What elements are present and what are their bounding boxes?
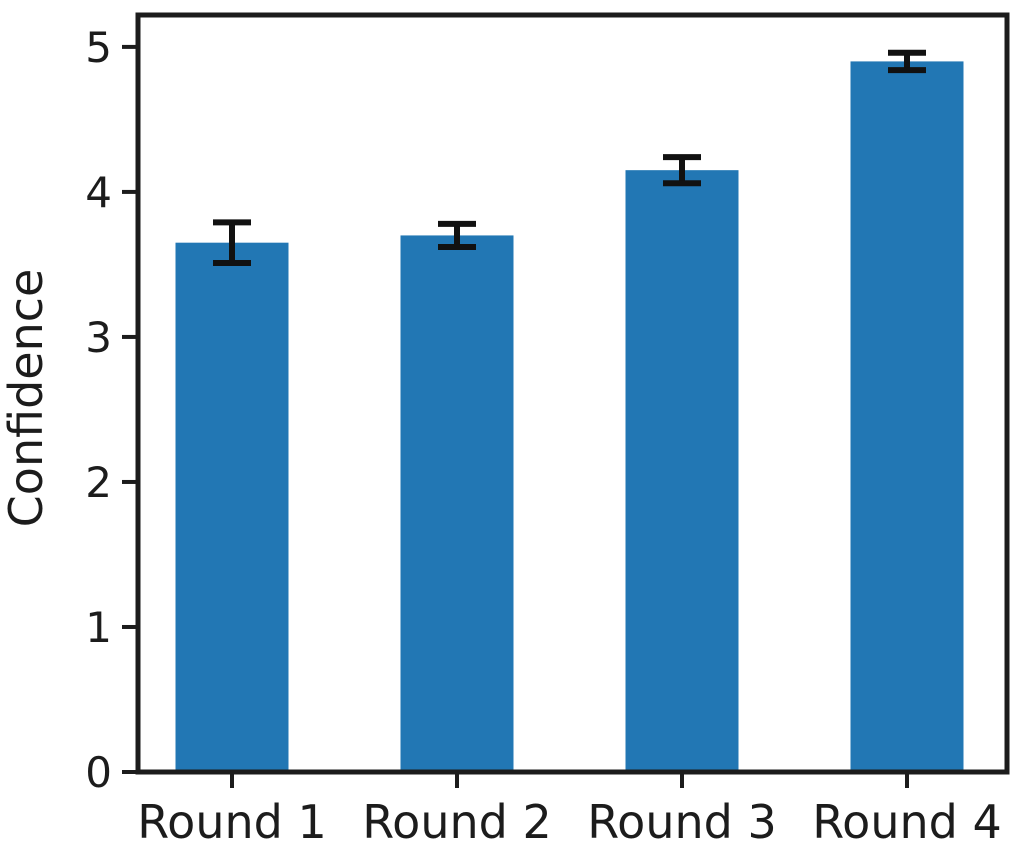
x-tick-label-round-3: Round 3 bbox=[587, 795, 776, 849]
bar-round-2 bbox=[400, 235, 514, 772]
plot-layer: 0 1 2 3 4 5 Round 1 Round 2 Round 3 Round 4 bbox=[85, 12, 1010, 849]
bar-round-4 bbox=[850, 61, 964, 773]
y-tick-label-1: 1 bbox=[85, 603, 112, 652]
bar-round-3 bbox=[625, 170, 739, 772]
y-tick-label-2: 2 bbox=[85, 458, 112, 507]
x-tick-label-round-4: Round 4 bbox=[812, 795, 1001, 849]
y-axis-label: Confidence bbox=[0, 269, 53, 528]
x-tick-label-round-1: Round 1 bbox=[137, 795, 326, 849]
x-tick-label-round-2: Round 2 bbox=[362, 795, 551, 849]
y-tick-label-4: 4 bbox=[85, 168, 112, 217]
plot-border bbox=[135, 12, 1010, 775]
bar-round-1 bbox=[175, 242, 289, 773]
y-tick-label-0: 0 bbox=[85, 748, 112, 797]
y-tick-label-5: 5 bbox=[85, 23, 112, 72]
y-tick-label-3: 3 bbox=[85, 313, 112, 362]
